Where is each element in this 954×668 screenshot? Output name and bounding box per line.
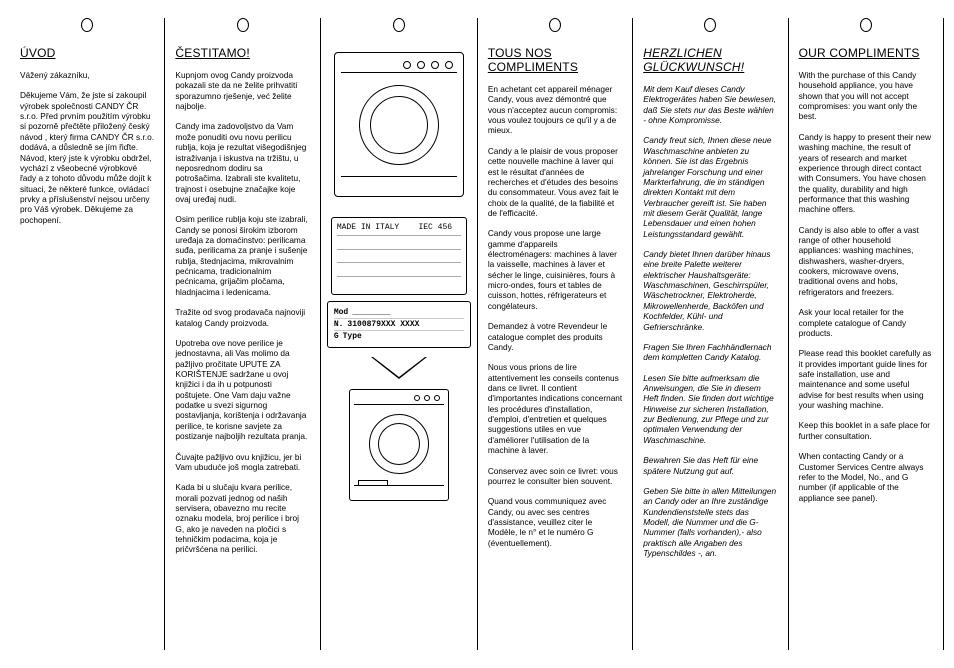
para: Mit dem Kauf dieses Candy Elektrogerätes… [643,84,777,125]
para: Candy freut sich, Ihnen diese neue Wasch… [643,135,777,239]
para: En achetant cet appareil ménager Candy, … [488,84,622,136]
para: Nous vous prions de lire attentivement l… [488,362,622,455]
plate-g-value: Type [343,332,362,341]
callout-wrap: Mod ________ N.3100879XXX XXXX G Type [331,301,467,501]
heading-cs: ÚVOD [20,46,154,60]
para: Kupnjom ovog Candy proizvoda pokazali st… [175,70,309,111]
para: Keep this booklet in a safe place for fu… [799,420,933,441]
column-cs: ÚVOD Vážený zákazníku, Děkujeme Vám, že … [10,18,165,650]
binder-hole [237,18,249,32]
para: Tražite od svog prodavača najnoviji kata… [175,307,309,328]
para: Čuvajte pažljivo ovu knjižicu, jer bi Va… [175,452,309,473]
heading-fr: TOUS NOS COMPLIMENTS [488,46,622,74]
heading-de: HERZLICHEN GLÜCKWUNSCH! [643,46,777,74]
para: Candy a le plaisir de vous proposer cett… [488,146,622,219]
binder-hole [704,18,716,32]
column-hr: ČESTITAMO! Kupnjom ovog Candy proizvoda … [165,18,320,650]
para: With the purchase of this Candy househol… [799,70,933,122]
heading-en: OUR COMPLIMENTS [799,46,933,60]
para: Upotreba ove nove perilice je jednostavn… [175,338,309,442]
callout-pointer-icon [371,357,427,379]
column-diagram: MADE IN ITALY IEC 456 Mod ________ N.3100… [321,18,478,650]
plate-mod-label: Mod [334,308,348,317]
washing-machine-large-icon [334,52,464,197]
column-fr: TOUS NOS COMPLIMENTS En achetant cet app… [478,18,633,650]
binder-hole [549,18,561,32]
para: Fragen Sie Ihren Fachhändlernach dem kom… [643,342,777,363]
para: Quand vous communiquez avec Candy, ou av… [488,496,622,548]
para: Candy is happy to present their new wash… [799,132,933,215]
para: When contacting Candy or a Customer Serv… [799,451,933,503]
plate-iec: IEC 456 [418,223,452,232]
para: Bewahren Sie das Heft für eine spätere N… [643,455,777,476]
para: Candy ima zadovoljstvo da Vam može ponud… [175,121,309,204]
column-de: HERZLICHEN GLÜCKWUNSCH! Mit dem Kauf die… [633,18,788,650]
para: Candy is also able to offer a vast range… [799,225,933,298]
para: Candy vous propose une large gamme d'app… [488,228,622,311]
binder-hole [860,18,872,32]
para: Ask your local retailer for the complete… [799,307,933,338]
plate-n-value: 3100879XXX XXXX [347,320,419,329]
para: Geben Sie bitte in allen Mitteilungen an… [643,486,777,559]
heading-hr: ČESTITAMO! [175,46,309,60]
para: Lesen Sie bitte aufmerksam die Anweisung… [643,373,777,446]
plate-g-label: G [334,332,339,341]
binder-hole [393,18,405,32]
para: Please read this booklet carefully as it… [799,348,933,410]
binder-hole [81,18,93,32]
para: Demandez à votre Revendeur le catalogue … [488,321,622,352]
plate-n-label: N. [334,320,344,329]
para: Candy bietet Ihnen darüber hinaus eine b… [643,249,777,332]
para: Vážený zákazníku, [20,70,154,80]
para: Conservez avec soin ce livret: vous pour… [488,466,622,487]
washing-machine-small-icon [349,389,449,501]
column-en: OUR COMPLIMENTS With the purchase of thi… [789,18,944,650]
para: Osim perilice rublja koju ste izabrali, … [175,214,309,297]
para: Děkujeme Vám, že jste si zakoupil výrobe… [20,90,154,225]
para: Kada bi u slučaju kvara perilice, morali… [175,482,309,555]
model-plate-callout: Mod ________ N.3100879XXX XXXX G Type [327,301,471,348]
plate-mod-value: ________ [352,308,390,317]
plate-made-in: MADE IN ITALY [337,223,399,232]
rating-plate-detail: MADE IN ITALY IEC 456 [331,217,467,295]
